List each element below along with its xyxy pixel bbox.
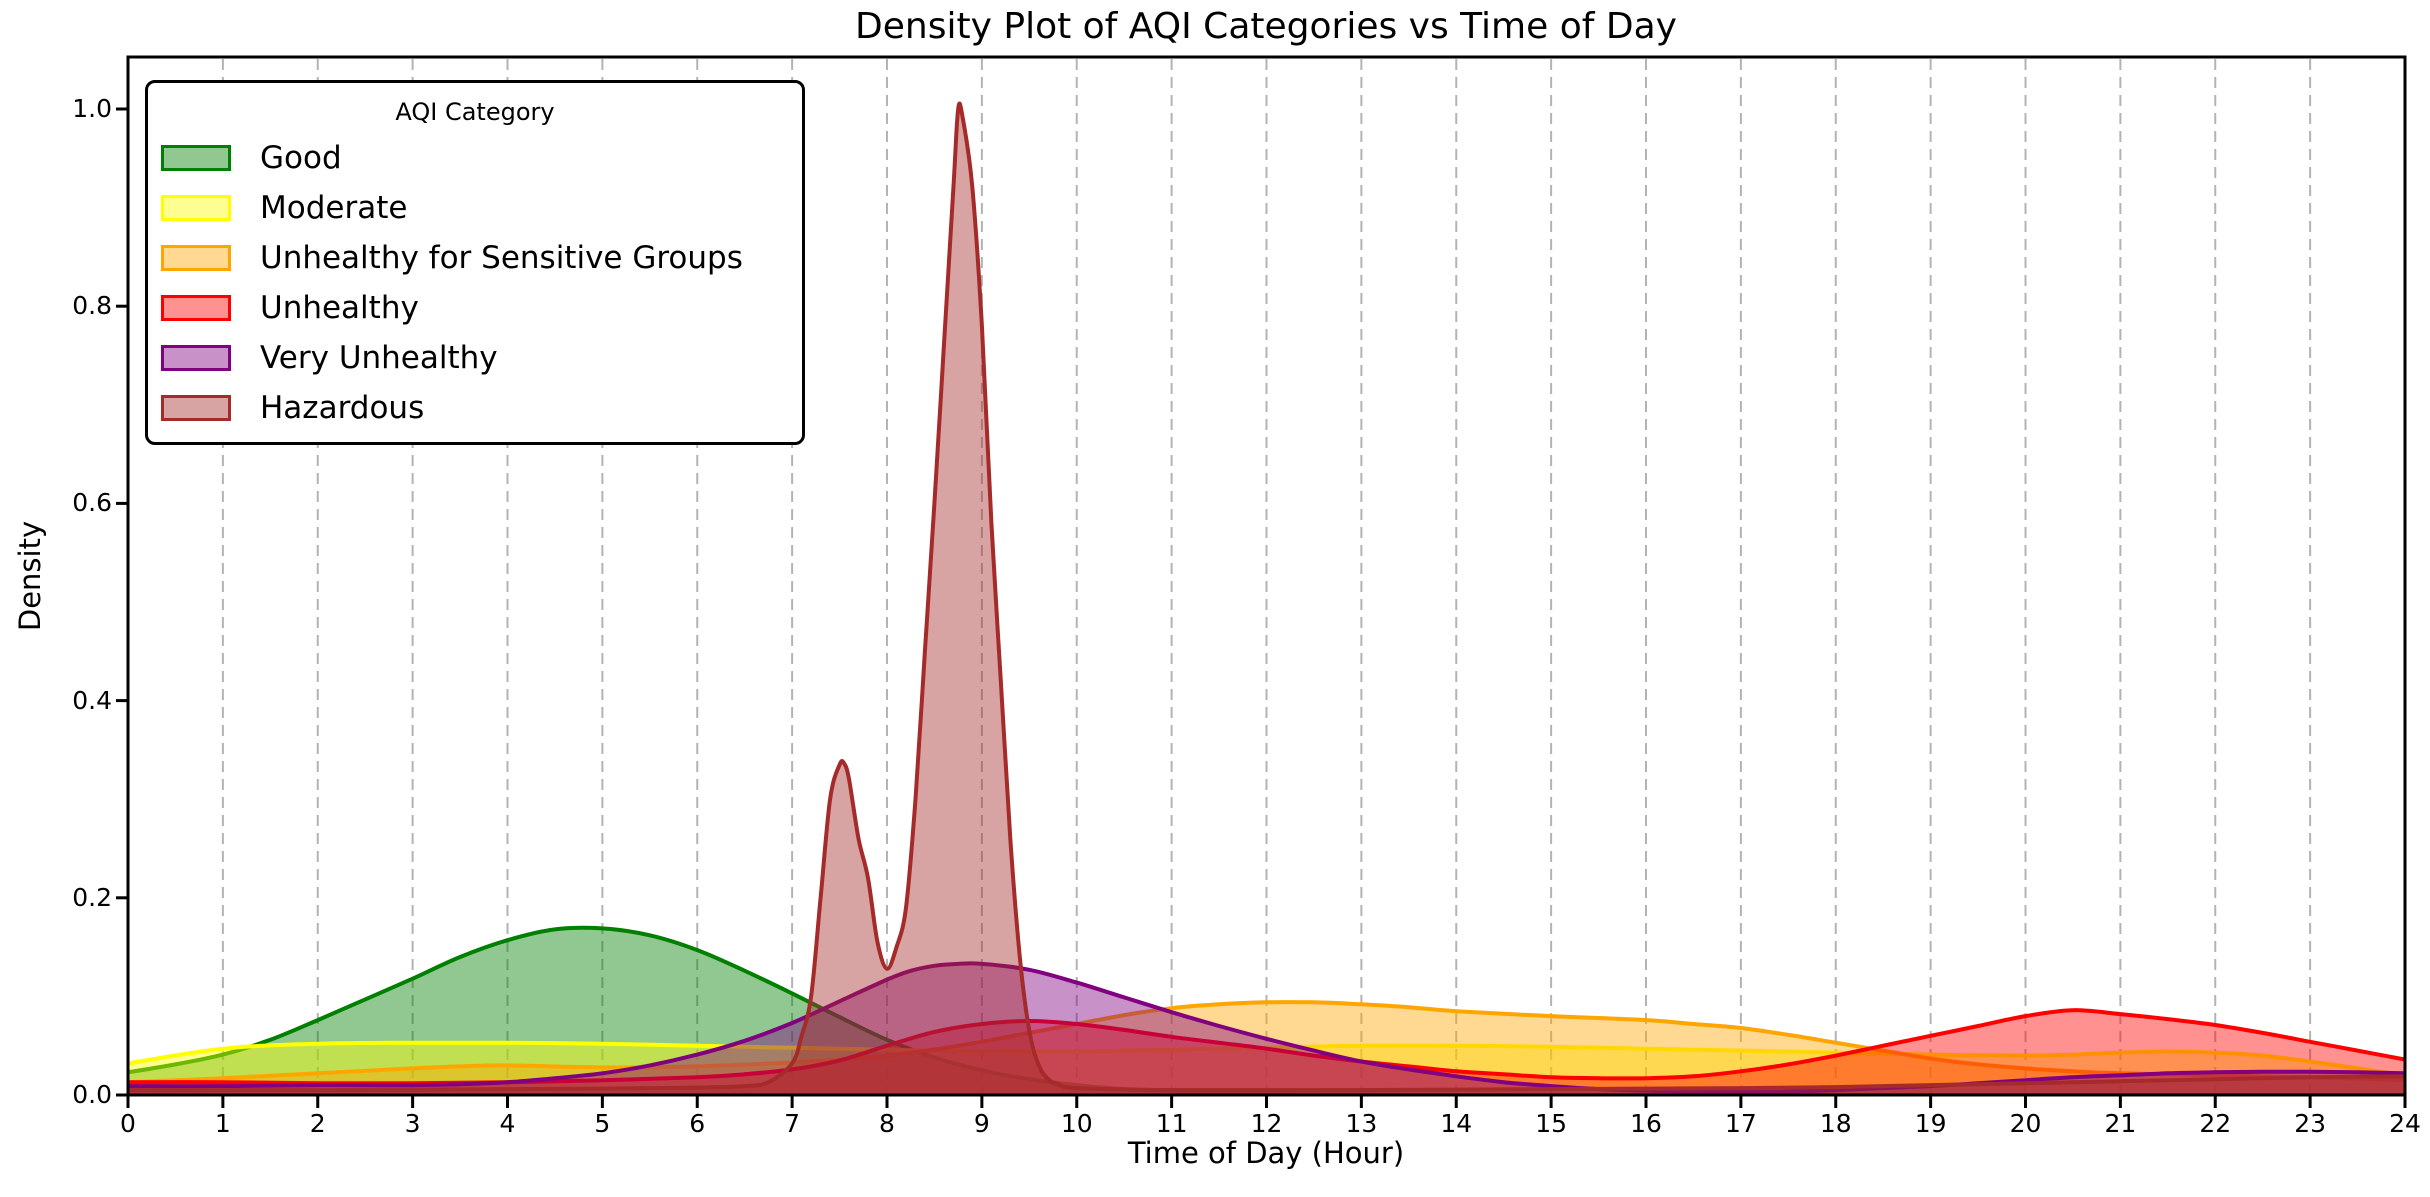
y-tick-label-0.8: 0.8 [72,291,112,321]
y-tick-label-0.0: 0.0 [72,1080,112,1109]
legend-item-good: Good [148,133,802,183]
legend-swatch-moderate [161,195,231,221]
legend: AQI Category Good Moderate Unhealthy for S… [145,80,805,445]
x-tick-label-3: 3 [404,1109,421,1138]
x-tick-label-4: 4 [499,1109,516,1138]
x-tick-label-19: 19 [1914,1109,1947,1138]
x-tick-label-1: 1 [214,1109,231,1138]
legend-swatch-unhealthy [161,295,231,321]
series-line-moderate [128,1040,2405,1078]
legend-item-unhealthy: Unhealthy [148,283,802,333]
x-tick-label-0: 0 [120,1109,136,1138]
legend-item-hazardous: Hazardous [148,383,802,433]
legend-label-hazardous: Hazardous [260,390,425,426]
legend-swatch-unhealthy-for-sensitive-groups [161,245,231,271]
x-tick-label-21: 21 [2104,1109,2137,1138]
legend-item-unhealthy-for-sensitive-groups: Unhealthy for Sensitive Groups [148,233,802,283]
x-tick-label-8: 8 [879,1109,895,1138]
legend-label-unhealthy: Unhealthy [260,290,419,326]
legend-item-very-unhealthy: Very Unhealthy [148,333,802,383]
x-tick-label-17: 17 [1724,1109,1757,1138]
axes-frame [126,55,2407,1097]
series-area-very-unhealthy [128,963,2405,1095]
y-tick-label-0.2: 0.2 [72,882,112,912]
x-tick-label-23: 23 [2294,1109,2327,1138]
legend-label-very-unhealthy: Very Unhealthy [260,340,498,376]
x-tick-label-11: 11 [1155,1109,1188,1138]
x-tick-label-20: 20 [2009,1109,2042,1138]
x-tick-label-14: 14 [1440,1109,1473,1138]
x-tick-label-24: 24 [2389,1109,2421,1138]
series-line-hazardous [128,101,2405,1093]
y-tick-label-1.0: 1.0 [72,94,112,123]
series-line-very-unhealthy [128,961,2405,1094]
legend-title: AQI Category [395,98,555,126]
legend-item-moderate: Moderate [148,183,802,233]
series-area-unhealthy [128,1010,2405,1095]
y-tick-label-0.6: 0.6 [72,488,112,518]
legend-label-moderate: Moderate [260,190,408,226]
legend-swatch-hazardous [161,395,231,421]
x-axis-label: Time of Day (Hour) [1127,1136,1405,1170]
x-tick-label-12: 12 [1250,1109,1283,1138]
x-tick-label-22: 22 [2199,1109,2232,1138]
x-tick-label-15: 15 [1535,1109,1568,1138]
legend-label-good: Good [260,140,342,176]
series-line-unhealthy-for-sensitive-groups [128,1000,2405,1085]
legend-swatch-very-unhealthy [161,345,231,371]
x-tick-label-5: 5 [594,1109,611,1138]
y-tick-label-0.4: 0.4 [72,685,112,715]
x-tick-label-6: 6 [689,1109,706,1138]
x-tick-label-13: 13 [1345,1109,1378,1138]
x-tick-label-7: 7 [784,1109,801,1138]
chart-title: Density Plot of AQI Categories vs Time o… [855,6,1677,47]
x-tick-label-10: 10 [1060,1109,1093,1138]
legend-label-unhealthy-for-sensitive-groups: Unhealthy for Sensitive Groups [260,240,743,276]
legend-items: Good Moderate Unhealthy for Sensitive Grou… [148,133,802,433]
legend-swatch-good [161,145,231,171]
x-tick-label-2: 2 [309,1109,326,1138]
x-tick-label-16: 16 [1630,1109,1662,1138]
x-tick-label-18: 18 [1819,1109,1852,1138]
x-tick-label-9: 9 [973,1109,990,1138]
